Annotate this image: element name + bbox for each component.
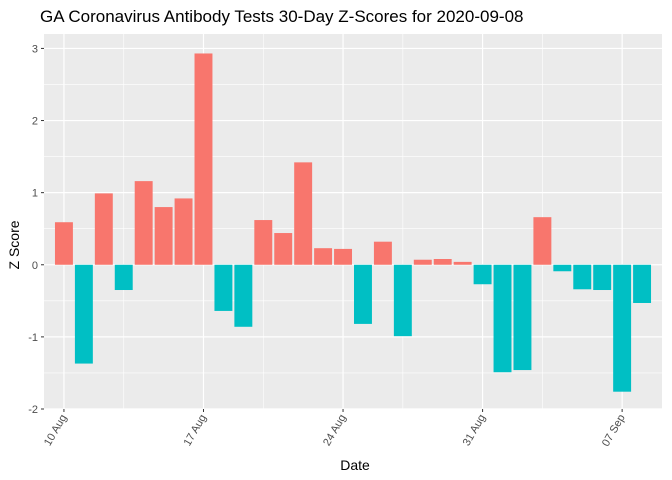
- bar: [533, 217, 552, 265]
- x-axis: 10 Aug 17 Aug 24 Aug 31 Aug 07 Sep: [42, 409, 628, 449]
- bar: [74, 264, 93, 364]
- bar: [134, 181, 153, 265]
- bar: [294, 162, 313, 265]
- y-axis-title: Z Score: [6, 220, 22, 269]
- chart-title: GA Coronavirus Antibody Tests 30-Day Z-S…: [40, 7, 523, 26]
- bar: [94, 193, 113, 265]
- bar: [154, 207, 173, 265]
- bar: [493, 264, 512, 373]
- bar: [353, 264, 372, 324]
- bar: [593, 264, 612, 291]
- x-tick-label: 07 Sep: [600, 413, 628, 449]
- bar: [613, 264, 632, 392]
- bar: [254, 220, 273, 265]
- bar: [433, 259, 452, 265]
- y-tick-label: 1: [32, 188, 38, 200]
- bar: [114, 264, 133, 291]
- y-tick-label: -1: [28, 332, 38, 344]
- bar: [633, 264, 652, 303]
- bar: [174, 198, 193, 265]
- y-tick-label: 2: [32, 116, 38, 128]
- y-tick-label: -2: [28, 404, 38, 416]
- bar: [334, 248, 353, 265]
- bar: [573, 264, 592, 290]
- bar: [214, 264, 233, 311]
- y-tick-label: 0: [32, 260, 38, 272]
- bar: [373, 241, 392, 265]
- bar: [314, 248, 333, 265]
- bar: [54, 222, 73, 265]
- bar: [453, 261, 472, 265]
- x-tick-label: 17 Aug: [182, 413, 210, 449]
- bar: [513, 264, 532, 371]
- x-tick-label: 31 Aug: [461, 413, 489, 449]
- bar: [393, 264, 412, 337]
- y-tick-label: 3: [32, 43, 38, 55]
- x-tick-label: 10 Aug: [42, 413, 70, 449]
- y-axis: -2 -1 0 1 2 3: [28, 43, 44, 416]
- bar: [473, 264, 492, 285]
- bar: [413, 259, 432, 265]
- bar: [194, 53, 213, 265]
- x-tick-label: 24 Aug: [321, 413, 349, 449]
- bar: [553, 264, 572, 272]
- bar: [274, 233, 293, 265]
- bars: [54, 53, 652, 392]
- bar: [234, 264, 253, 327]
- x-axis-title: Date: [340, 457, 370, 473]
